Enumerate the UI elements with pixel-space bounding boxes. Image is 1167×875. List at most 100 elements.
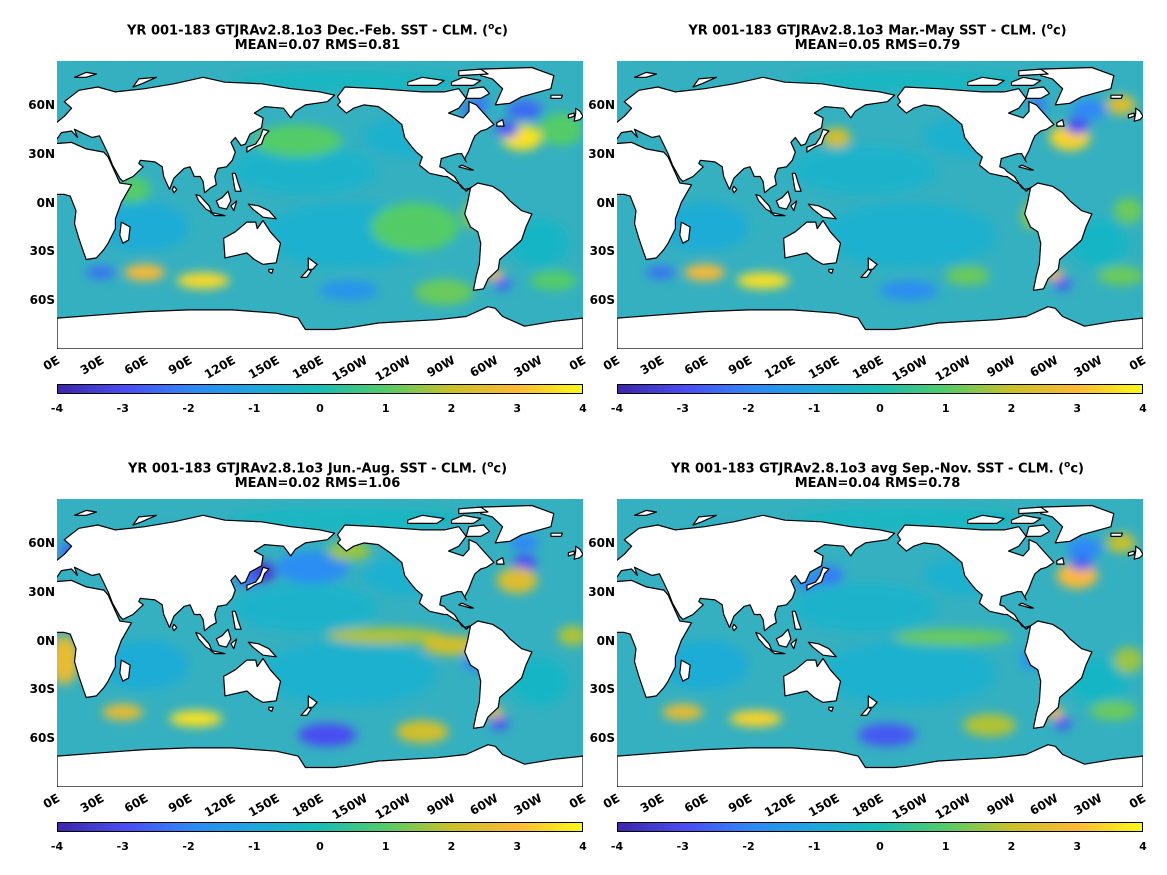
lon-tick-label: 180E	[289, 790, 326, 820]
lat-tick-label: 30N	[28, 146, 55, 161]
land-mass	[458, 164, 474, 171]
cold-anomaly	[858, 723, 917, 747]
land-mass	[57, 579, 133, 699]
warm-anomaly	[530, 270, 578, 291]
cold-anomaly	[1053, 717, 1072, 731]
colorbar	[57, 384, 583, 394]
land-mass	[209, 649, 226, 655]
panel-stats: MEAN=0.07 RMS=0.81	[234, 38, 401, 53]
lon-tick-label: 150W	[329, 352, 370, 385]
map-svg	[617, 499, 1143, 787]
lon-tick-label: 0E	[1127, 352, 1149, 374]
panel-title: YR 001-183 GTJRAv2.8.1o3 Dec.-Feb. SST -…	[52, 19, 583, 39]
colorbar-tick-label: -4	[50, 840, 64, 853]
panel-stats: MEAN=0.02 RMS=1.06	[234, 476, 401, 491]
warm-anomaly	[124, 264, 166, 281]
title-unit: c)	[494, 23, 508, 39]
land-mass	[465, 524, 491, 537]
title-text: YR 001-183 GTJRAv2.8.1o3 Mar.-May SST - …	[688, 23, 1047, 39]
colorbar-tick-label: 3	[1073, 402, 1082, 415]
colorbar-tick-label: -3	[676, 402, 689, 415]
land-mass	[1024, 182, 1093, 291]
panel-title: YR 001-183 GTJRAv2.8.1o3 Mar.-May SST - …	[612, 19, 1143, 39]
colorbar-tick-label: 4	[579, 840, 587, 853]
warm-anomaly	[371, 202, 459, 252]
colorbar	[617, 822, 1143, 832]
land-mass	[567, 550, 575, 557]
title-degree-sup: o	[1064, 460, 1071, 470]
land-mass	[1127, 112, 1135, 119]
title-unit: c)	[1070, 461, 1084, 477]
lon-tick-label: 120E	[202, 790, 238, 820]
land-mass	[775, 628, 792, 648]
lon-tick-label: 60W	[1027, 352, 1061, 381]
lon-tick-label: 120E	[762, 790, 798, 820]
land-mass	[496, 119, 505, 127]
land-mass	[230, 638, 238, 650]
colorbar-tick-label: 1	[941, 840, 950, 853]
lon-tick-label: 90E	[165, 790, 194, 816]
lon-tick-label: 150W	[329, 790, 370, 823]
lon-tick-label: 90E	[165, 352, 194, 378]
land-mass	[617, 76, 896, 194]
lon-tick-label: 60E	[121, 790, 151, 816]
colorbar-tick-label: 3	[513, 840, 522, 853]
lon-tick-label: 0E	[41, 352, 63, 374]
land-mass	[1010, 76, 1042, 86]
land-mass	[1025, 86, 1051, 99]
land-mass	[896, 86, 1055, 192]
land-mass	[496, 557, 505, 565]
land-mass	[223, 219, 282, 265]
lon-tick-label: 120W	[933, 352, 974, 385]
cold-anomaly	[1069, 554, 1094, 571]
land-mass	[790, 638, 798, 650]
lon-tick-label: 0E	[1127, 790, 1149, 812]
lat-tick-label: 30N	[28, 584, 55, 599]
warm-anomaly	[254, 124, 342, 157]
land-mass	[1056, 119, 1065, 127]
land-mass	[464, 620, 533, 729]
colorbar-tick-label: 2	[447, 402, 456, 415]
colorbar-tick-label: -3	[116, 402, 129, 415]
cold-anomaly	[507, 100, 543, 120]
land-mass	[1040, 504, 1115, 544]
panel-stats: MEAN=0.04 RMS=0.78	[794, 476, 961, 491]
lat-tick-label: 60S	[29, 731, 55, 746]
land-mass	[1133, 545, 1143, 560]
land-mass	[268, 268, 274, 274]
land-mass	[1127, 550, 1135, 557]
land-mass	[223, 657, 282, 703]
warm-anomaly	[1106, 533, 1136, 553]
lon-tick-label: 150E	[805, 352, 842, 382]
colorbar-tick-label: -4	[610, 840, 624, 853]
land-mass	[336, 86, 495, 192]
colorbar-tick-label: 4	[1139, 840, 1147, 853]
title-text: YR 001-183 GTJRAv2.8.1o3 avg Sep.-Nov. S…	[671, 461, 1065, 477]
warm-anomaly	[176, 272, 230, 289]
land-mass	[171, 623, 178, 632]
lon-tick-label: 30E	[637, 790, 667, 816]
land-mass	[769, 211, 786, 217]
colorbar	[57, 822, 583, 832]
land-mass	[807, 641, 837, 658]
warm-anomaly	[395, 720, 449, 744]
warm-anomaly	[414, 279, 474, 306]
warm-anomaly	[1097, 266, 1143, 286]
land-mass	[57, 76, 336, 194]
land-mass	[57, 514, 336, 632]
lon-tick-label: 180E	[289, 352, 326, 382]
warm-anomaly	[736, 272, 790, 289]
lat-tick-label: 30S	[29, 244, 55, 259]
land-mass	[775, 190, 792, 210]
colorbar-tick-label: 0	[876, 840, 884, 853]
panel-title: YR 001-183 GTJRAv2.8.1o3 avg Sep.-Nov. S…	[612, 457, 1143, 477]
land-mass	[617, 514, 896, 632]
land-mass	[231, 172, 242, 192]
land-mass	[246, 566, 270, 591]
land-mass	[458, 506, 489, 515]
land-mass	[550, 532, 564, 537]
land-mass	[860, 706, 872, 716]
lon-tick-label: 60W	[467, 352, 501, 381]
land-mass	[807, 203, 837, 220]
map-panel-jja: YR 001-183 GTJRAv2.8.1o3 Jun.-Aug. SST -…	[0, 438, 588, 875]
